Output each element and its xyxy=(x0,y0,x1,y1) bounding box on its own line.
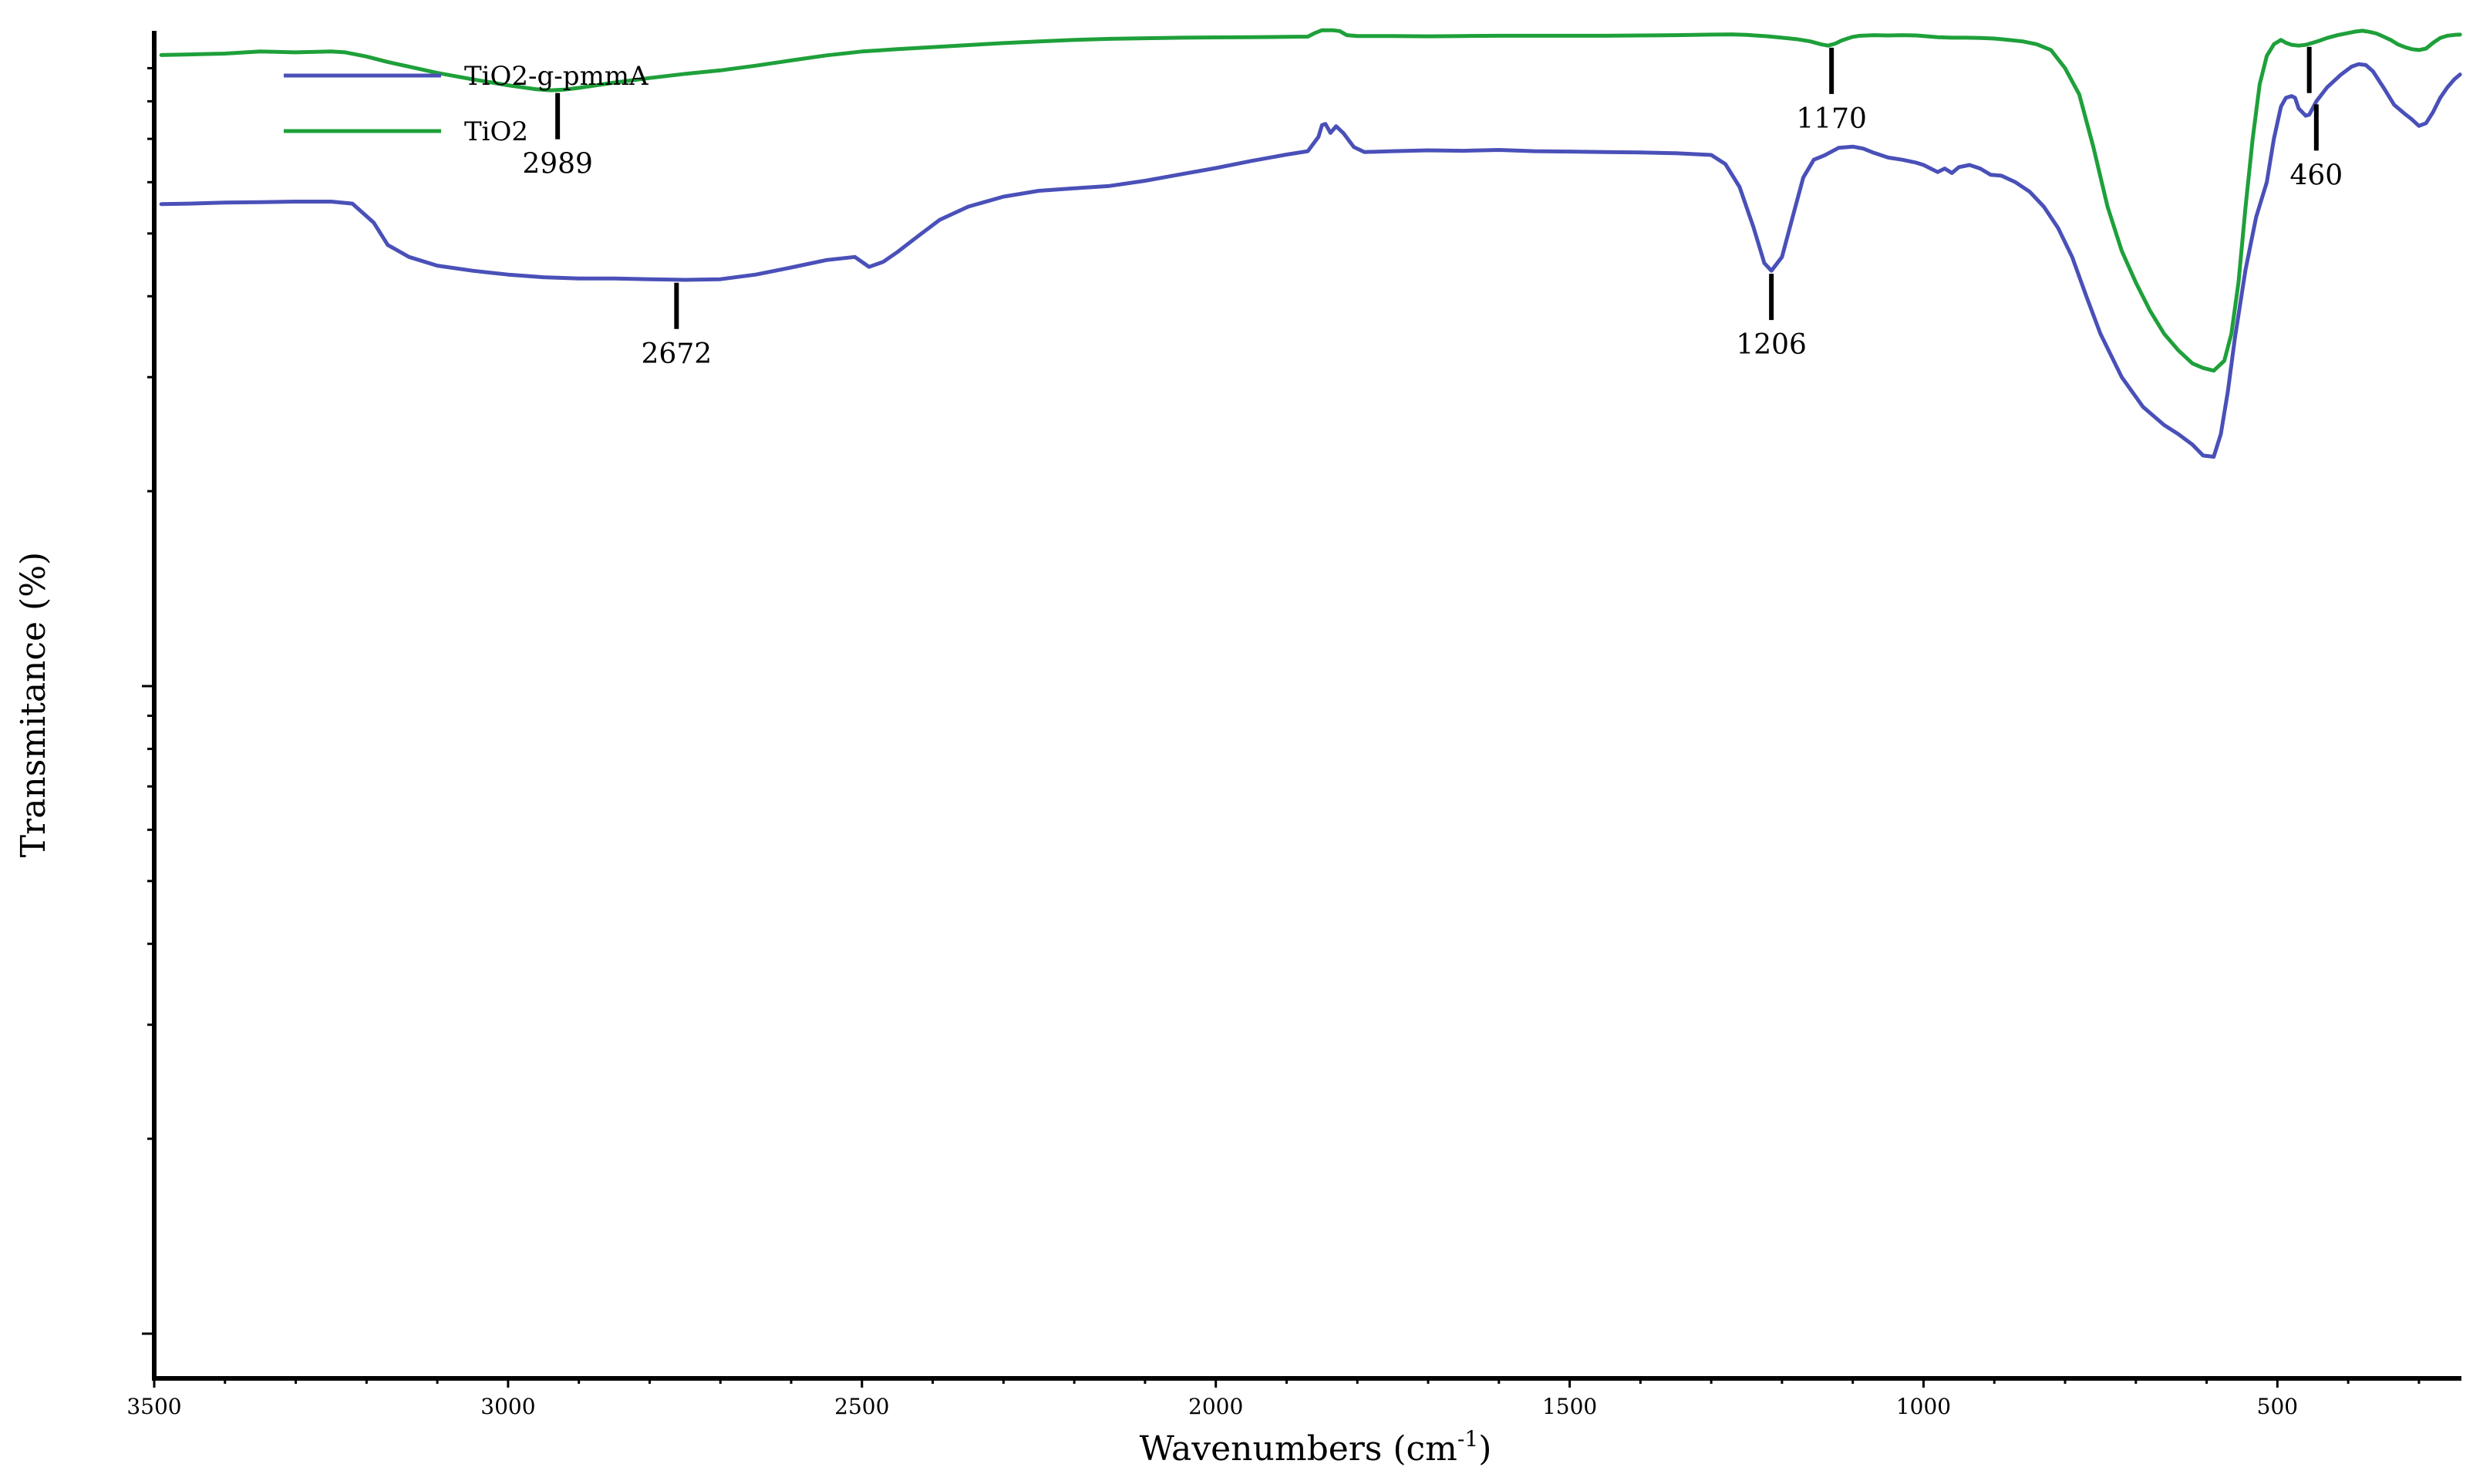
y-axis-title: Transmitance (%) xyxy=(14,552,53,857)
x-tick-label: 500 xyxy=(2257,1394,2298,1419)
peak-label: 2672 xyxy=(642,338,713,370)
x-tick-label: 2000 xyxy=(1188,1394,1243,1419)
peak-label: 1206 xyxy=(1736,329,1807,361)
series-group xyxy=(159,28,2462,459)
legend-label: TiO2-g-pmmA xyxy=(464,61,649,92)
x-tick-label: 3500 xyxy=(126,1394,181,1419)
peak-label: 460 xyxy=(2289,160,2343,191)
x-tick-label: 3000 xyxy=(480,1394,535,1419)
x-tick-label: 1500 xyxy=(1542,1394,1597,1419)
x-axis-title-superscript: -1 xyxy=(1457,1426,1478,1452)
peak-markers: 2989 1170 2672 1206 460 xyxy=(522,46,2343,370)
x-axis-title-text: Wavenumbers (cm xyxy=(1140,1429,1457,1469)
peak-label: 1170 xyxy=(1796,103,1867,135)
x-axis-ticks: 3500 3000 2500 2000 1500 1000 500 xyxy=(126,1378,2421,1419)
peak-label: 2989 xyxy=(522,149,593,180)
x-axis-title-close: ) xyxy=(1478,1429,1491,1469)
x-axis-title: Wavenumbers (cm-1) xyxy=(1140,1426,1492,1469)
x-tick-label: 1000 xyxy=(1896,1394,1951,1419)
legend-label: TiO2 xyxy=(464,116,528,147)
series-line-tio2-g-pmma xyxy=(159,62,2462,459)
legend: TiO2-g-pmmA TiO2 xyxy=(284,61,649,147)
x-tick-label: 2500 xyxy=(834,1394,889,1419)
series-line-tio2 xyxy=(159,28,2462,373)
